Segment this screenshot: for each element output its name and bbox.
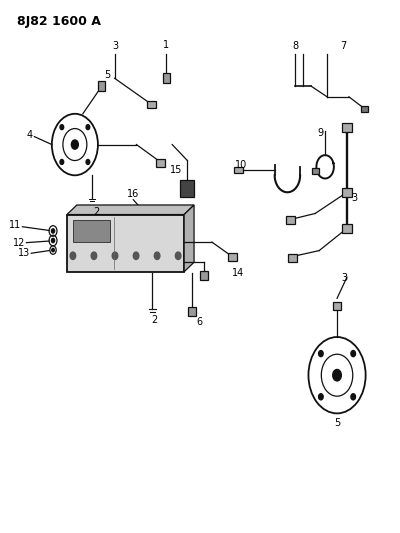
- Text: 16: 16: [127, 189, 139, 199]
- Text: 2: 2: [94, 207, 100, 217]
- Text: 1: 1: [163, 40, 169, 50]
- Circle shape: [175, 252, 181, 260]
- Bar: [333, 302, 342, 310]
- Bar: [228, 253, 237, 261]
- Text: 7: 7: [340, 41, 346, 51]
- Bar: [73, 220, 110, 242]
- Circle shape: [70, 252, 76, 260]
- Circle shape: [60, 159, 64, 164]
- Bar: [342, 123, 352, 132]
- Circle shape: [72, 140, 78, 149]
- Bar: [361, 106, 368, 112]
- Text: 8J82 1600 A: 8J82 1600 A: [17, 14, 101, 28]
- Text: 9: 9: [317, 128, 323, 138]
- Bar: [156, 159, 165, 167]
- Circle shape: [351, 394, 356, 400]
- Text: 5: 5: [104, 70, 110, 80]
- Bar: [67, 215, 184, 272]
- Circle shape: [52, 238, 55, 243]
- Text: 3: 3: [341, 273, 347, 284]
- Circle shape: [351, 351, 356, 357]
- Text: 14: 14: [232, 268, 244, 278]
- Polygon shape: [184, 205, 194, 272]
- Circle shape: [333, 369, 341, 381]
- Text: 2: 2: [151, 316, 158, 325]
- Text: 6: 6: [196, 317, 202, 327]
- Text: 10: 10: [235, 160, 247, 169]
- Text: 4: 4: [27, 130, 33, 140]
- Circle shape: [52, 248, 54, 252]
- Circle shape: [318, 394, 323, 400]
- Circle shape: [86, 125, 90, 130]
- Bar: [147, 101, 156, 108]
- Bar: [180, 180, 194, 197]
- Circle shape: [91, 252, 97, 260]
- Text: 13: 13: [18, 248, 30, 259]
- Text: 8: 8: [292, 41, 298, 51]
- Circle shape: [86, 159, 90, 164]
- Bar: [163, 74, 170, 83]
- Bar: [234, 166, 242, 173]
- Bar: [312, 168, 319, 174]
- Polygon shape: [67, 205, 194, 215]
- Text: 12: 12: [13, 238, 25, 248]
- Circle shape: [112, 252, 118, 260]
- Bar: [200, 271, 208, 280]
- Bar: [288, 254, 296, 262]
- Bar: [342, 188, 352, 197]
- Circle shape: [318, 351, 323, 357]
- Text: 11: 11: [9, 220, 21, 230]
- Text: 15: 15: [170, 165, 182, 175]
- Circle shape: [52, 229, 55, 233]
- Text: 5: 5: [334, 418, 340, 427]
- Circle shape: [154, 252, 160, 260]
- Bar: [342, 224, 352, 232]
- Circle shape: [60, 125, 64, 130]
- Text: 3: 3: [352, 192, 358, 203]
- Bar: [98, 82, 105, 91]
- Circle shape: [133, 252, 139, 260]
- Text: 3: 3: [113, 41, 119, 51]
- Bar: [188, 307, 196, 317]
- Bar: [286, 216, 295, 224]
